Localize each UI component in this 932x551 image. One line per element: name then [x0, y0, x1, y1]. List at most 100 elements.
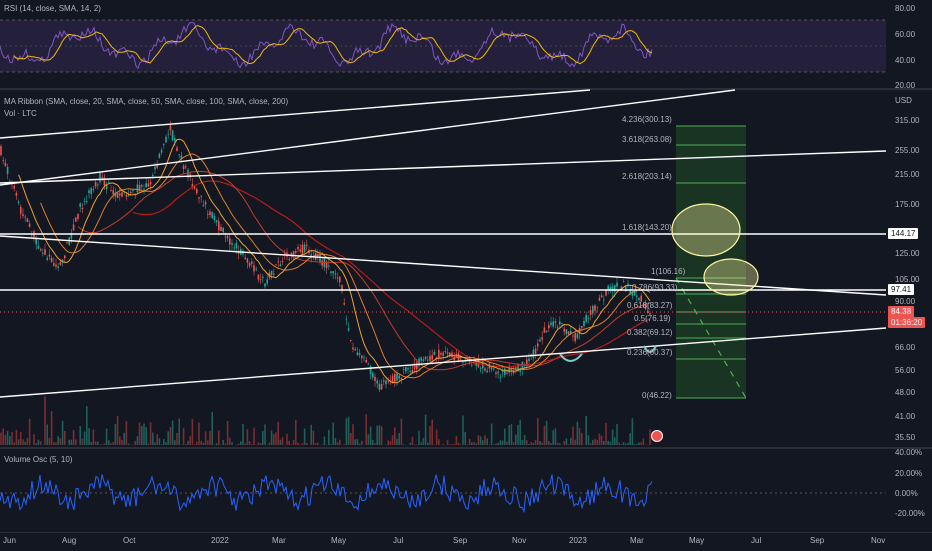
candle-body	[533, 350, 535, 359]
highlight-ellipse-1[interactable]	[672, 204, 740, 256]
volume-bar	[429, 426, 431, 445]
candle-body	[196, 189, 198, 193]
candle-body	[306, 245, 308, 246]
fib-label: 0.618(83.27)	[627, 301, 672, 310]
volume-bar	[418, 431, 420, 445]
volume-bar	[317, 443, 319, 445]
candle-body	[60, 262, 62, 265]
trendline-upper-3[interactable]	[0, 151, 886, 183]
candle-body	[330, 271, 332, 273]
volume-bar	[156, 434, 158, 445]
candle-body	[22, 214, 24, 216]
candle-body	[365, 360, 367, 363]
candle-body	[152, 175, 154, 176]
candle-body	[75, 218, 77, 222]
volume-bar	[610, 442, 612, 445]
level-tag-144[interactable]: 144.17	[888, 228, 918, 239]
candle-body	[216, 220, 218, 222]
fib-label: 1(106.16)	[651, 267, 685, 276]
volume-bar	[231, 442, 233, 445]
rsi-chart	[0, 0, 932, 88]
time-label: Sep	[810, 536, 824, 545]
volume-bar	[79, 426, 81, 445]
candle-body	[249, 263, 251, 266]
price-chart	[0, 88, 932, 447]
volume-bar	[337, 442, 339, 445]
candle-body	[304, 245, 306, 252]
volume-bar	[299, 444, 301, 445]
osc-scale-40: 40.00%	[895, 448, 922, 457]
volume-bar	[330, 444, 332, 445]
volume-bar	[590, 443, 592, 445]
volume-bar	[394, 427, 396, 445]
candle-body	[200, 196, 202, 197]
current-price-tag[interactable]: 84.38	[888, 306, 914, 317]
volume-bar	[40, 441, 42, 445]
volume-bar	[370, 427, 372, 445]
volume-bar	[110, 443, 112, 445]
volume-bar	[594, 439, 596, 445]
price-scale-215: 215.00	[895, 170, 919, 179]
ma-ribbon-legend[interactable]: MA Ribbon (SMA, close, 20, SMA, close, 5…	[4, 97, 288, 106]
volume-bar	[141, 426, 143, 445]
volume-bar	[416, 444, 418, 445]
volume-bar	[108, 440, 110, 445]
volume-bar	[482, 440, 484, 445]
volume-bar	[449, 444, 451, 445]
candle-body	[225, 237, 227, 238]
volume-bar	[376, 426, 378, 445]
candle-body	[79, 204, 81, 207]
volume-bar	[625, 444, 627, 445]
trendline-ascending-support[interactable]	[0, 328, 886, 397]
price-scale-56: 56.00	[895, 366, 915, 375]
volume-bar	[374, 443, 376, 445]
volume-bar	[269, 443, 271, 445]
volume-bar	[27, 438, 29, 445]
rsi-scale-80: 80.00	[895, 4, 915, 13]
volume-bar	[579, 428, 581, 445]
volume-bar	[517, 425, 519, 445]
volume-bar	[121, 440, 123, 445]
volume-bar	[148, 444, 150, 445]
volume-bar	[643, 438, 645, 445]
volume-bar	[222, 440, 224, 445]
price-scale-175: 175.00	[895, 200, 919, 209]
candle-body	[590, 310, 592, 315]
rsi-pane[interactable]: RSI (14, close, SMA, 14, 2) 80.00 60.00 …	[0, 0, 932, 88]
main-chart-pane[interactable]: MA Ribbon (SMA, close, 20, SMA, close, 5…	[0, 88, 932, 447]
candle-body	[141, 185, 143, 187]
level-tag-97[interactable]: 97.41	[888, 284, 914, 295]
fib-label: 3.618(263.08)	[622, 135, 672, 144]
volume-bar	[288, 441, 290, 445]
volume-bar	[271, 430, 273, 445]
volume-bar	[280, 440, 282, 445]
volume-bar	[438, 439, 440, 445]
candle-body	[359, 353, 361, 355]
candle-body	[568, 331, 570, 334]
candle-body	[57, 266, 59, 267]
candle-body	[295, 251, 297, 253]
candle-body	[601, 295, 603, 297]
earnings-event-icon[interactable]	[651, 430, 663, 442]
volume-bar	[447, 440, 449, 445]
volume-bar	[458, 443, 460, 445]
volume-osc-pane[interactable]: Volume Osc (5, 10) 40.00% 20.00% 0.00% -…	[0, 447, 932, 532]
volume-bar	[115, 424, 117, 445]
volume-bar	[357, 439, 359, 445]
candle-body	[0, 146, 2, 155]
volume-bar	[57, 436, 59, 445]
volume-bar	[165, 442, 167, 445]
candle-body	[220, 227, 222, 231]
volume-bar	[431, 420, 433, 445]
candle-body	[73, 225, 75, 231]
volume-osc-legend[interactable]: Volume Osc (5, 10)	[4, 455, 72, 464]
highlight-ellipse-2[interactable]	[704, 259, 758, 295]
volume-bar	[55, 442, 57, 445]
rsi-legend[interactable]: RSI (14, close, SMA, 14, 2)	[4, 4, 101, 13]
candle-body	[557, 327, 559, 328]
price-scale-48: 48.00	[895, 388, 915, 397]
candle-body	[20, 207, 22, 214]
volume-bar	[194, 444, 196, 445]
candle-body	[368, 364, 370, 365]
volume-legend[interactable]: Vol · LTC	[4, 109, 37, 118]
